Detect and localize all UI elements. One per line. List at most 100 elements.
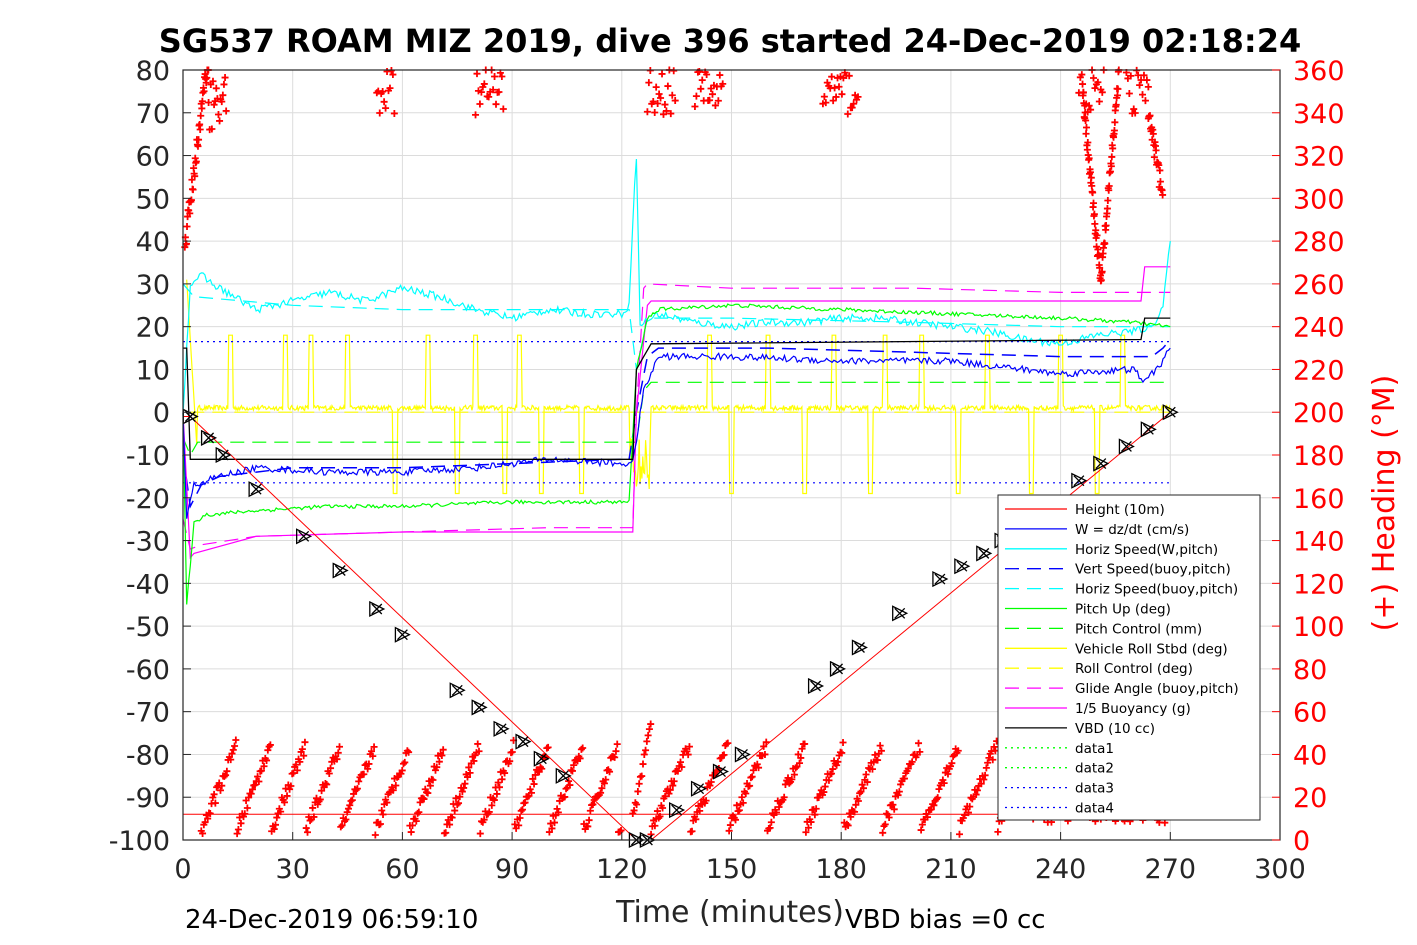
heading-marker [212, 84, 220, 92]
heading-marker [473, 70, 481, 78]
heading-marker [197, 112, 205, 120]
heading-marker [379, 810, 387, 818]
heading-marker [399, 760, 407, 768]
heading-marker [726, 821, 734, 829]
heading-marker [661, 792, 669, 800]
dive-marker-triangle [807, 677, 825, 695]
heading-marker [204, 815, 212, 823]
legend-label: data4 [1075, 801, 1114, 817]
dive-marker-triangle [296, 528, 313, 545]
heading-marker [579, 744, 587, 752]
heading-marker [227, 756, 235, 764]
heading-marker [323, 780, 331, 788]
heading-marker [218, 782, 226, 790]
heading-marker [643, 108, 651, 116]
heading-marker [1141, 97, 1149, 105]
dive-marker-triangle [533, 750, 550, 767]
heading-marker [708, 90, 716, 98]
heading-marker [1144, 83, 1152, 91]
heading-marker [844, 822, 852, 830]
heading-marker [353, 785, 361, 793]
heading-marker [834, 758, 842, 766]
heading-marker [635, 780, 643, 788]
heading-marker [210, 101, 218, 109]
heading-marker [851, 808, 859, 816]
heading-marker [1079, 80, 1087, 88]
heading-marker [612, 747, 620, 755]
heading-marker [386, 84, 394, 92]
heading-marker [634, 787, 642, 795]
heading-marker [1084, 139, 1092, 147]
heading-marker [815, 794, 823, 802]
dive-marker-triangle [332, 562, 349, 579]
heading-marker [738, 793, 746, 801]
heading-marker [762, 738, 770, 746]
y2-tick-label: 100 [1293, 612, 1345, 643]
heading-marker [775, 803, 783, 811]
heading-marker [1105, 182, 1113, 190]
dive-marker-triangle [892, 605, 909, 622]
dive-marker-triangle [712, 763, 729, 780]
heading-marker [369, 752, 377, 760]
heading-marker [465, 763, 473, 771]
y2-tick-label: 160 [1293, 484, 1345, 515]
heading-marker [1139, 91, 1147, 99]
dive-marker-x [810, 680, 822, 692]
heading-marker [491, 72, 499, 80]
heading-marker [389, 71, 397, 79]
heading-marker [761, 750, 769, 758]
heading-marker [361, 761, 369, 769]
dive-marker-x [978, 547, 990, 559]
heading-marker [797, 754, 805, 762]
heading-marker [755, 764, 763, 772]
heading-marker [526, 785, 534, 793]
heading-marker [325, 770, 333, 778]
heading-marker [1114, 91, 1121, 99]
y2-tick-label: 300 [1293, 184, 1345, 215]
heading-marker [195, 136, 203, 144]
heading-marker [838, 749, 846, 757]
heading-marker [442, 829, 450, 837]
heading-marker [767, 818, 775, 826]
heading-marker [671, 97, 679, 105]
dive-marker-x [854, 642, 865, 653]
heading-marker [972, 791, 980, 799]
heading-marker [642, 746, 650, 754]
heading-marker [735, 806, 743, 814]
y2-tick-label: 40 [1293, 740, 1327, 771]
heading-marker [790, 771, 798, 779]
heading-marker [439, 746, 447, 754]
heading-marker [666, 786, 674, 794]
heading-marker [1090, 199, 1098, 207]
heading-marker [248, 785, 256, 793]
heading-marker [935, 785, 943, 793]
chart-title: SG537 ROAM MIZ 2019, dive 396 started 24… [159, 22, 1301, 60]
heading-marker [990, 743, 998, 751]
heading-marker [321, 779, 329, 787]
heading-marker [488, 801, 496, 809]
heading-marker [1078, 71, 1086, 79]
heading-marker [904, 765, 912, 773]
heading-marker [725, 827, 733, 835]
heading-marker [205, 98, 213, 106]
heading-marker [649, 98, 657, 106]
heading-marker [455, 799, 463, 807]
heading-marker [530, 780, 538, 788]
heading-marker [716, 71, 724, 79]
heading-marker [376, 820, 384, 828]
heading-marker [1079, 88, 1087, 96]
heading-marker [493, 790, 501, 798]
heading-marker [695, 68, 703, 76]
heading-marker [433, 763, 441, 771]
legend-label: Height (10m) [1075, 502, 1165, 518]
heading-marker [785, 779, 793, 787]
heading-marker [266, 741, 274, 749]
x-tick-label: 210 [925, 854, 977, 885]
y-tick-label: -30 [126, 527, 170, 558]
series-line-buoy [182, 266, 1171, 560]
heading-marker [1140, 71, 1148, 79]
heading-marker [1150, 153, 1158, 161]
vbd-bias-label: VBD bias =0 cc [845, 905, 1046, 935]
heading-marker [499, 105, 507, 113]
heading-marker [829, 765, 837, 773]
